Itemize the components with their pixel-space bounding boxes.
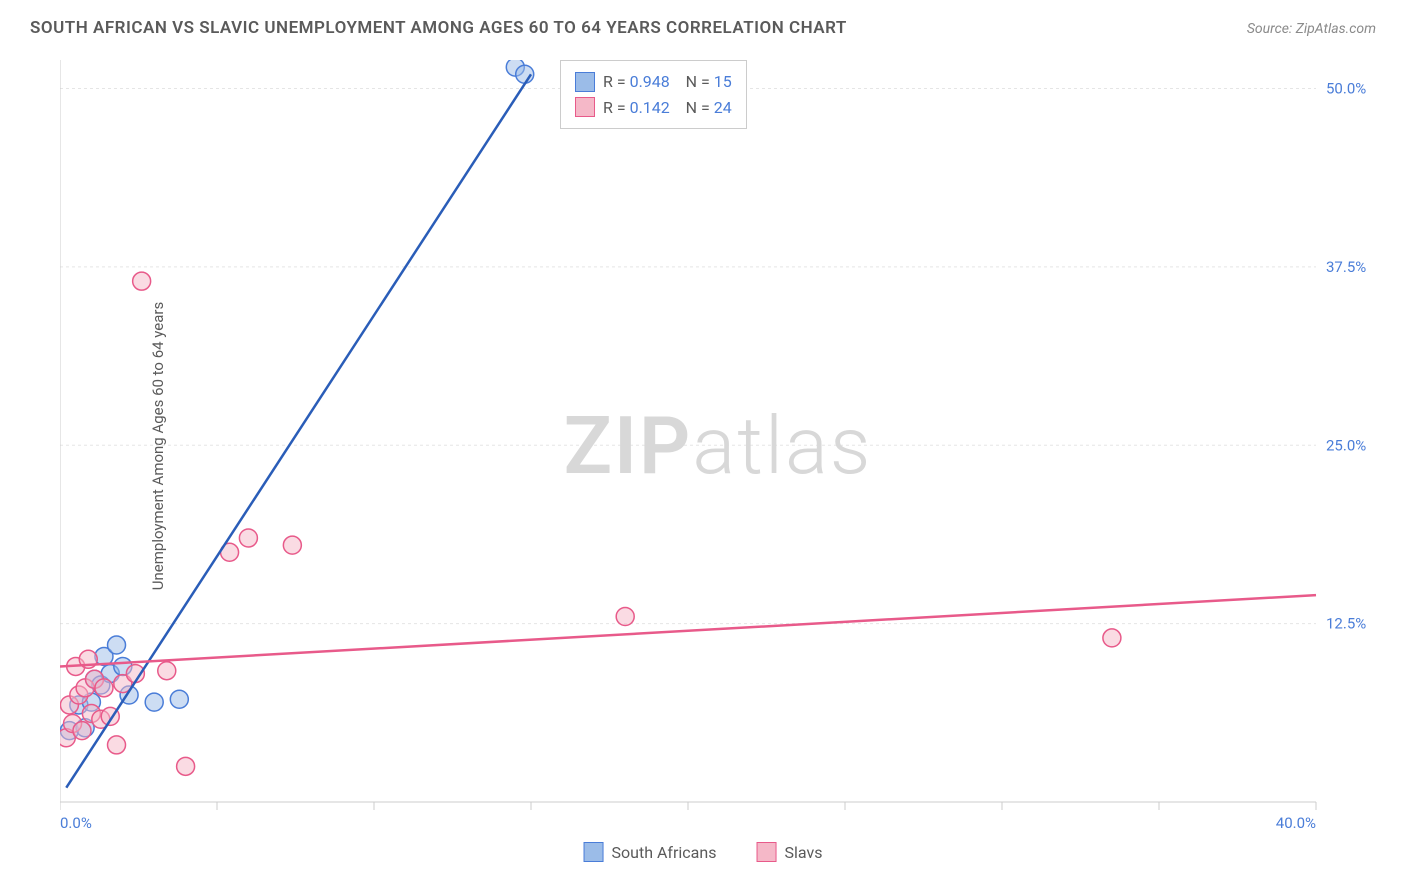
- source-attribution: Source: ZipAtlas.com: [1247, 21, 1376, 37]
- trend-line: [66, 74, 531, 787]
- y-tick-label: 25.0%: [1326, 436, 1366, 454]
- scatter-point: [177, 757, 195, 775]
- scatter-point: [158, 662, 176, 680]
- legend-swatch: [756, 842, 776, 862]
- chart-title: SOUTH AFRICAN VS SLAVIC UNEMPLOYMENT AMO…: [30, 18, 847, 38]
- stats-legend-row: R = 0.948 N = 15: [575, 69, 732, 95]
- y-tick-label: 37.5%: [1326, 258, 1366, 276]
- scatter-point: [108, 636, 126, 654]
- scatter-point: [283, 536, 301, 554]
- scatter-point: [170, 690, 188, 708]
- scatter-point: [133, 272, 151, 290]
- legend-label: South Africans: [612, 843, 717, 862]
- scatter-point: [145, 693, 163, 711]
- y-tick-label: 12.5%: [1326, 615, 1366, 633]
- legend-label: Slavs: [784, 843, 822, 862]
- y-tick-label: 50.0%: [1326, 80, 1366, 98]
- legend-swatch: [575, 72, 595, 92]
- scatter-point: [73, 722, 91, 740]
- correlation-chart: SOUTH AFRICAN VS SLAVIC UNEMPLOYMENT AMO…: [0, 0, 1406, 892]
- x-tick-label: 0.0%: [60, 814, 92, 832]
- x-tick-label: 40.0%: [1276, 814, 1316, 832]
- stats-legend: R = 0.948 N = 15 R = 0.142 N = 24: [560, 60, 747, 129]
- plot-area: ZIPatlas 12.5%25.0%37.5%50.0%0.0%40.0%: [60, 60, 1376, 832]
- legend-swatch: [575, 97, 595, 117]
- legend-swatch: [584, 842, 604, 862]
- legend-item: South Africans: [584, 842, 717, 862]
- legend-stats: R = 0.948 N = 15: [603, 69, 732, 95]
- scatter-point: [108, 736, 126, 754]
- scatter-point: [1103, 629, 1121, 647]
- title-bar: SOUTH AFRICAN VS SLAVIC UNEMPLOYMENT AMO…: [30, 18, 1376, 38]
- trend-line: [60, 595, 1316, 666]
- legend-stats: R = 0.142 N = 24: [603, 95, 732, 121]
- scatter-point: [616, 608, 634, 626]
- series-legend: South Africans Slavs: [584, 842, 823, 862]
- legend-item: Slavs: [756, 842, 822, 862]
- stats-legend-row: R = 0.142 N = 24: [575, 95, 732, 121]
- scatter-point: [239, 529, 257, 547]
- chart-svg: 12.5% 25.0% 37.5% 50.0% 0.0% 40.0%: [60, 60, 1376, 832]
- scatter-point: [95, 679, 113, 697]
- scatter-point: [516, 65, 534, 83]
